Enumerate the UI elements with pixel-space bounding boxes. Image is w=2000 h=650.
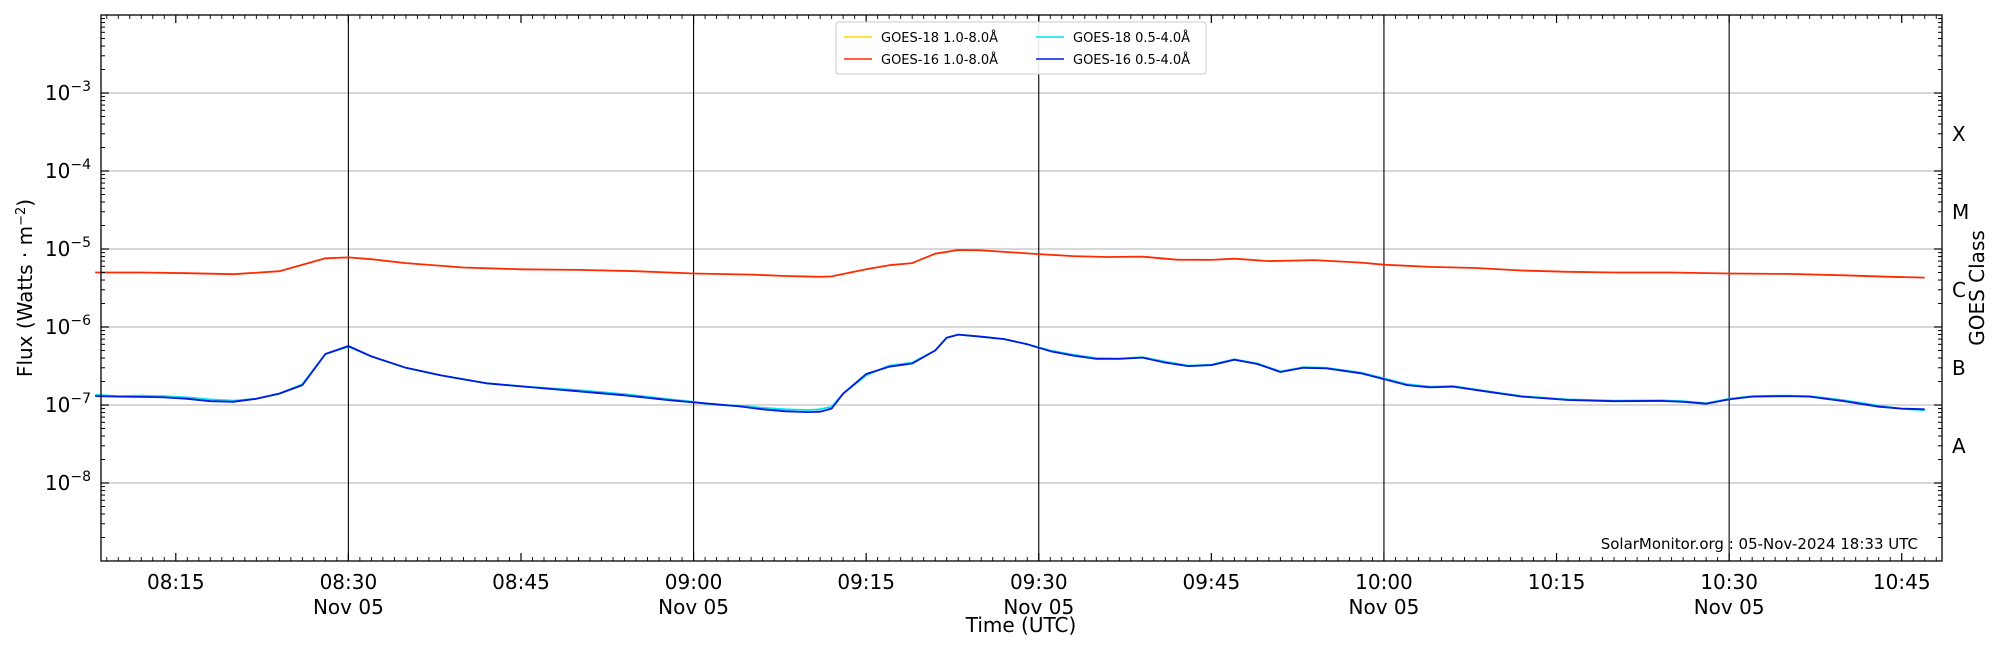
goes-class-axis: A B C M X bbox=[1952, 122, 1969, 458]
x-tick-label: 10:45 bbox=[1873, 570, 1931, 594]
plot-frame bbox=[100, 14, 1943, 562]
x-tick-label: 08:15 bbox=[147, 570, 205, 594]
vertical-day-lines bbox=[347, 15, 1730, 561]
y-tick-label: 10−4 bbox=[45, 157, 91, 183]
x-tick-date-label: Nov 05 bbox=[1003, 595, 1074, 619]
y-tick-label: 10−8 bbox=[45, 469, 91, 495]
goes-class-label: M bbox=[1952, 200, 1969, 224]
legend-label: GOES-18 1.0-8.0Å bbox=[881, 30, 998, 46]
x-tick-label: 08:45 bbox=[492, 570, 550, 594]
legend-box bbox=[835, 21, 1207, 75]
x-tick-label: 10:30 bbox=[1700, 570, 1758, 594]
legend-label: GOES-18 0.5-4.0Å bbox=[1073, 30, 1190, 46]
legend-label: GOES-16 1.0-8.0Å bbox=[881, 52, 998, 68]
plot-grid bbox=[101, 92, 1942, 484]
y-axis: 10−8 10−7 10−6 10−5 10−4 10−3 bbox=[45, 18, 1942, 539]
goes-class-label: B bbox=[1952, 356, 1966, 380]
y-axis-title: Flux (Watts · m−2) bbox=[13, 199, 37, 377]
x-axis-title: Time (UTC) bbox=[965, 613, 1077, 637]
x-tick-label: 08:30 bbox=[320, 570, 378, 594]
y-tick-label: 10−3 bbox=[45, 79, 91, 105]
plot-series bbox=[95, 249, 1925, 413]
y-tick-label: 10−6 bbox=[45, 313, 91, 339]
x-tick-label: 10:15 bbox=[1528, 570, 1586, 594]
x-tick-label: 10:00 bbox=[1355, 570, 1413, 594]
credit-text: SolarMonitor.org : 05-Nov-2024 18:33 UTC bbox=[1601, 535, 1918, 553]
series-line bbox=[95, 333, 1925, 413]
x-tick-label: 09:00 bbox=[665, 570, 723, 594]
x-tick-label: 09:15 bbox=[837, 570, 895, 594]
x-tick-date-label: Nov 05 bbox=[313, 595, 384, 619]
y-tick-label: 10−7 bbox=[45, 391, 91, 417]
y-tick-label: 10−5 bbox=[45, 235, 91, 261]
x-tick-date-label: Nov 05 bbox=[658, 595, 729, 619]
x-tick-label: 09:30 bbox=[1010, 570, 1068, 594]
x-tick-date-label: Nov 05 bbox=[1349, 595, 1420, 619]
x-tick-date-label: Nov 05 bbox=[1694, 595, 1765, 619]
goes-class-label: A bbox=[1952, 434, 1966, 458]
series-line bbox=[95, 249, 1925, 279]
goes-class-axis-title: GOES Class bbox=[1965, 230, 1989, 346]
goes-class-label: C bbox=[1952, 278, 1966, 302]
legend-label: GOES-16 0.5-4.0Å bbox=[1073, 52, 1190, 68]
goes-class-label: X bbox=[1952, 122, 1966, 146]
legend: GOES-18 1.0-8.0Å GOES-16 1.0-8.0Å GOES-18 … bbox=[835, 21, 1207, 75]
x-tick-label: 09:45 bbox=[1183, 570, 1241, 594]
